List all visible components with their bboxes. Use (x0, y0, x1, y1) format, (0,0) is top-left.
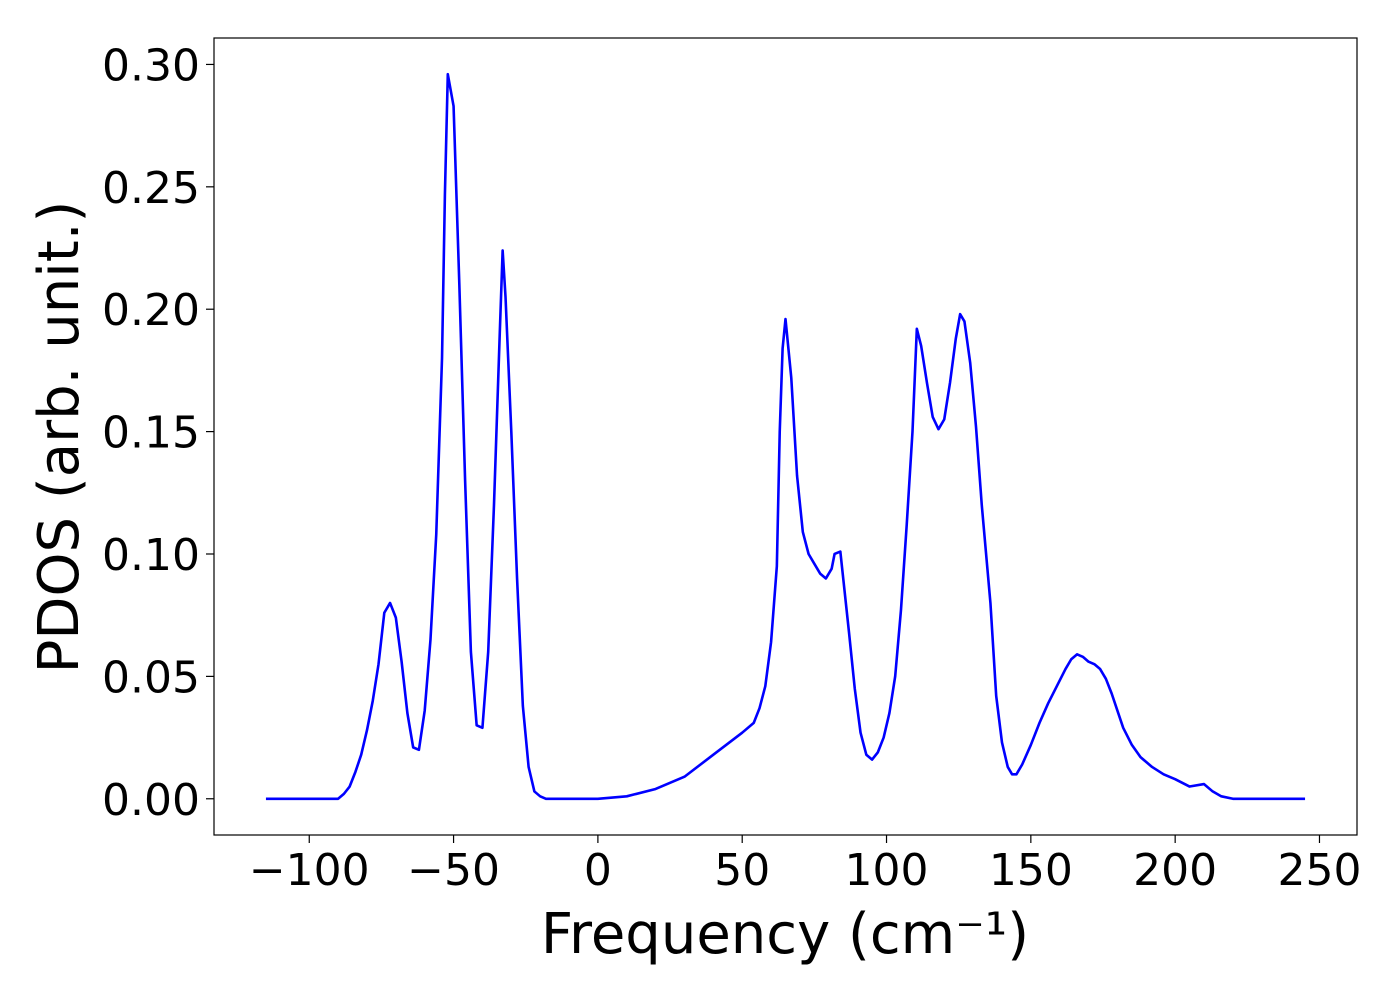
y-tick-label: 0.20 (102, 285, 200, 336)
y-tick-label: 0.15 (102, 408, 200, 459)
data-line (265, 72, 1306, 801)
plot-frame (213, 37, 1358, 836)
y-tick-label: 0.25 (102, 163, 200, 214)
x-tick-label: 50 (714, 845, 770, 896)
x-tick-label: 250 (1277, 845, 1361, 896)
y-axis-label: PDOS (arb. unit.) (27, 201, 92, 674)
y-tick-label: 0.00 (102, 775, 200, 826)
x-tick-label: −100 (249, 845, 370, 896)
x-tick-label: 100 (845, 845, 929, 896)
x-tick-label: −50 (407, 845, 500, 896)
y-tick-label: 0.30 (102, 40, 200, 91)
x-tick-label: 200 (1133, 845, 1217, 896)
y-tick-label: 0.05 (102, 652, 200, 703)
x-tick-label: 150 (989, 845, 1073, 896)
x-tick-label: 0 (584, 845, 612, 896)
y-tick-label: 0.10 (102, 530, 200, 581)
x-axis-label: Frequency (cm⁻¹) (541, 902, 1029, 967)
